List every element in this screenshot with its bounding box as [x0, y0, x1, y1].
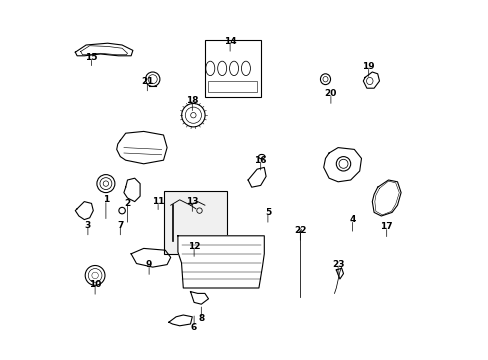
Text: 1: 1 [102, 195, 109, 204]
Polygon shape [323, 148, 361, 182]
Text: 19: 19 [362, 62, 374, 71]
Polygon shape [178, 236, 264, 288]
Text: 18: 18 [185, 96, 198, 105]
Text: 3: 3 [84, 220, 91, 230]
Text: 15: 15 [85, 53, 98, 62]
Text: 12: 12 [187, 242, 200, 251]
Text: 20: 20 [324, 89, 336, 98]
Text: 6: 6 [191, 323, 197, 332]
Text: 21: 21 [141, 77, 153, 86]
Text: 10: 10 [89, 280, 101, 289]
Text: 8: 8 [198, 314, 204, 323]
Text: 13: 13 [185, 197, 198, 206]
Text: 2: 2 [124, 199, 130, 208]
Text: 5: 5 [264, 208, 270, 217]
Bar [208, 81, 257, 92]
Bar [163, 191, 226, 254]
Text: 17: 17 [380, 222, 392, 231]
Text: 14: 14 [224, 37, 236, 46]
Text: 23: 23 [331, 260, 344, 269]
Text: 4: 4 [348, 215, 355, 224]
Text: 11: 11 [152, 197, 164, 206]
Polygon shape [117, 131, 167, 164]
Bar [204, 40, 260, 97]
Text: 16: 16 [254, 156, 266, 165]
Text: 7: 7 [117, 220, 123, 230]
Text: 22: 22 [293, 226, 306, 235]
Text: 9: 9 [145, 260, 152, 269]
